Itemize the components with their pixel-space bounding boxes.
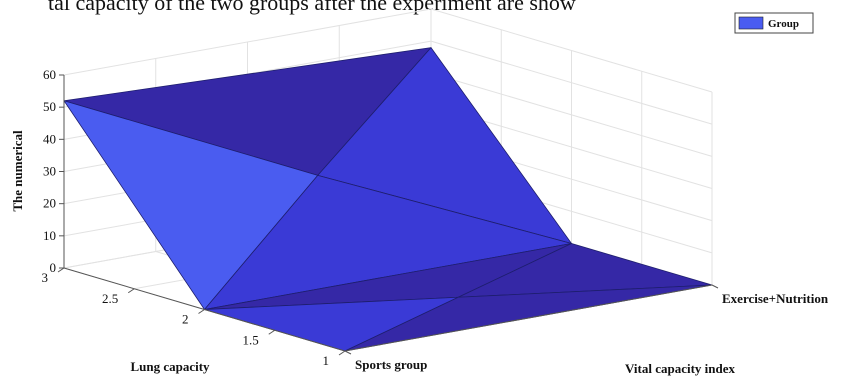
surface-layer: [63, 47, 713, 352]
legend-swatch: [738, 16, 764, 30]
caption-text: tal capacity of the two groups after the…: [48, 0, 576, 15]
y-tick-mark: [127, 288, 135, 294]
z-tick-label: 30: [43, 164, 56, 179]
y-tick-mark: [57, 267, 65, 273]
x-tick-label: Exercise+Nutrition: [722, 291, 829, 306]
z-tick-label: 50: [43, 99, 56, 114]
z-tick-label: 0: [50, 260, 57, 275]
x-axis-line: [344, 284, 713, 352]
y-tick-mark: [268, 329, 276, 335]
legend-label: Group: [768, 18, 799, 30]
z-tick-label: 40: [43, 131, 56, 146]
y-tick-label: 3: [42, 270, 49, 285]
x-tick-mark: [344, 350, 352, 355]
x-ticks: Sports group Exercise+Nutrition: [344, 284, 829, 372]
y-axis-label: Lung capacity: [130, 359, 210, 374]
y-tick-label: 1: [323, 353, 330, 368]
y-ticks: 1 1.5 2 2.5 3: [42, 267, 346, 368]
y-tick-mark: [338, 350, 346, 356]
y-tick-label: 1.5: [243, 332, 259, 347]
y-tick-label: 2.5: [102, 291, 118, 306]
x-tick-label: Sports group: [355, 357, 427, 372]
z-tick-label: 20: [43, 196, 56, 211]
y-tick-label: 2: [182, 312, 189, 327]
z-axis-label: The numerical: [10, 130, 25, 212]
z-tick-label: 60: [43, 67, 56, 82]
x-axis-label: Vital capacity index: [625, 361, 736, 376]
y-tick-mark: [198, 309, 205, 314]
z-tick-label: 10: [43, 228, 56, 243]
x-tick-mark: [711, 284, 719, 289]
z-ticks: 0 10 20 30 40 50 60: [43, 67, 64, 275]
legend: Group: [734, 12, 814, 34]
